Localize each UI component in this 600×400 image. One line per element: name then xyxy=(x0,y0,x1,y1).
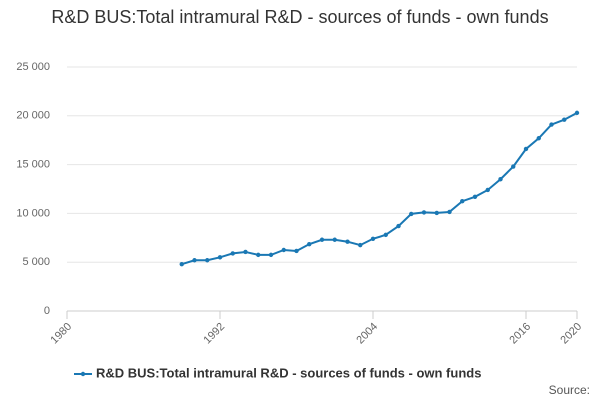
x-tick-label: 2016 xyxy=(507,321,533,347)
point xyxy=(319,237,325,242)
point xyxy=(523,146,529,152)
point xyxy=(332,237,337,242)
point xyxy=(574,110,580,116)
point xyxy=(268,252,274,258)
point xyxy=(230,251,235,256)
point xyxy=(434,210,439,216)
point xyxy=(217,255,223,260)
point xyxy=(485,187,490,193)
point xyxy=(498,177,503,182)
x-tick-label: 1992 xyxy=(201,321,227,347)
point xyxy=(447,209,452,215)
legend-label: R&D BUS:Total intramural R&D - sources o… xyxy=(96,365,481,380)
point xyxy=(396,223,401,229)
point xyxy=(421,210,427,215)
chart-title: R&D BUS:Total intramural R&D - sources o… xyxy=(51,7,549,27)
point xyxy=(562,117,567,122)
point xyxy=(345,239,350,244)
point xyxy=(205,258,210,263)
point xyxy=(294,248,299,254)
y-tick-label: 25 000 xyxy=(16,61,50,73)
point xyxy=(472,194,478,200)
y-tick-label: 15 000 xyxy=(16,159,50,171)
point xyxy=(383,232,388,238)
point xyxy=(409,211,414,217)
point xyxy=(536,136,541,141)
y-tick-label: 0 xyxy=(44,305,50,317)
point xyxy=(307,241,312,247)
y-tick-label: 10 000 xyxy=(16,207,50,219)
point xyxy=(511,164,516,169)
point xyxy=(192,258,197,263)
y-tick-label: 20 000 xyxy=(16,110,50,122)
legend-symbol xyxy=(80,371,86,377)
point xyxy=(549,122,554,127)
line xyxy=(181,111,578,266)
point xyxy=(243,249,248,255)
source: Source: xyxy=(549,383,590,397)
x-tick-label: 2020 xyxy=(558,321,584,347)
point xyxy=(281,247,286,253)
y-tick-label: 5 000 xyxy=(22,256,50,268)
point xyxy=(256,252,261,258)
point xyxy=(358,242,363,248)
point xyxy=(179,261,184,267)
x-tick-label: 1980 xyxy=(48,321,74,347)
point xyxy=(370,236,376,241)
x-tick-label: 2004 xyxy=(354,321,380,347)
point xyxy=(460,199,465,204)
